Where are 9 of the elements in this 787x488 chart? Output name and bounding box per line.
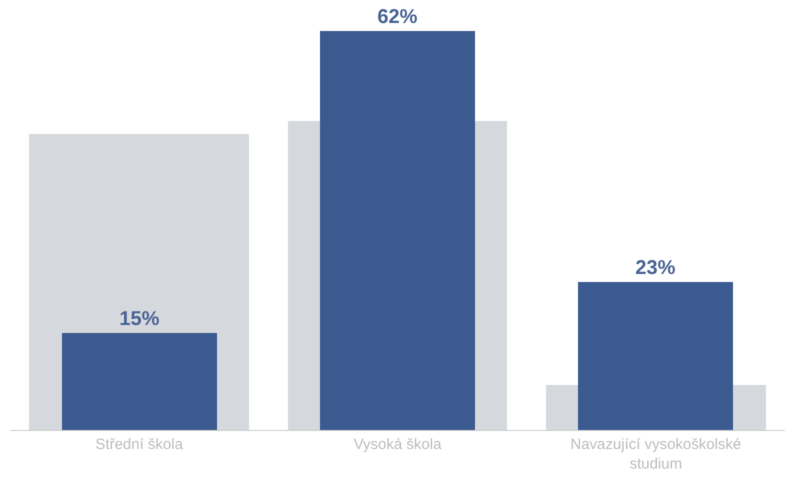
bar — [578, 282, 733, 430]
data-label: 62% — [377, 6, 418, 28]
x-tick-label: Vysoká škola — [354, 436, 442, 453]
data-label: 15% — [119, 308, 160, 330]
bar — [320, 31, 475, 430]
x-tick-label: Navazující vysokoškolské studium — [570, 436, 742, 472]
x-tick-label: Střední škola — [95, 436, 184, 453]
bar — [62, 333, 217, 430]
data-label: 23% — [635, 257, 676, 279]
